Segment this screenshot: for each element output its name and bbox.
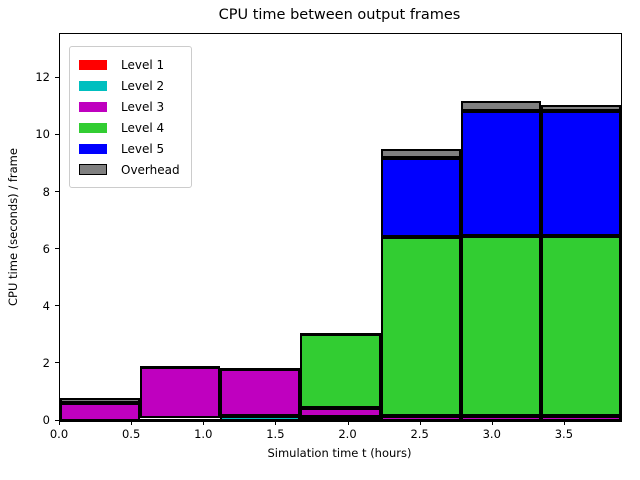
legend-label: Level 2 xyxy=(121,78,165,93)
x-tick-label: 2.0 xyxy=(338,427,357,441)
x-tick-label: 2.5 xyxy=(410,427,429,441)
legend-item-level-5: Level 5 xyxy=(79,138,180,159)
x-tick-mark xyxy=(563,421,565,425)
y-tick-mark xyxy=(55,419,59,421)
bar-segment-level-5-bin5 xyxy=(460,110,541,236)
x-tick-mark xyxy=(59,421,60,425)
x-tick-mark xyxy=(347,421,349,425)
bar-segment-level-2-bin1 xyxy=(140,419,221,421)
bar-segment-overhead-bin1 xyxy=(140,366,221,369)
bar-segment-level-3-bin2 xyxy=(220,369,301,417)
x-tick-label: 3.5 xyxy=(554,427,574,441)
legend-item-overhead: Overhead xyxy=(79,159,180,180)
bar-segment-overhead-bin3 xyxy=(300,332,381,335)
bar-segment-level-4-bin4 xyxy=(380,236,461,417)
y-tick-mark xyxy=(55,191,59,192)
chart-title: CPU time between output frames xyxy=(218,7,461,23)
y-tick-label: 12 xyxy=(35,70,50,85)
legend-label: Overhead xyxy=(121,162,180,177)
y-tick-mark xyxy=(55,76,59,78)
legend: Level 1 Level 2 Level 3 Level 4 Level 5 Overh… xyxy=(69,46,192,188)
bar-segment-overhead-bin0 xyxy=(60,398,141,404)
y-tick-label: 4 xyxy=(42,298,50,313)
bar-segment-overhead-bin4 xyxy=(380,149,461,158)
legend-label: Level 4 xyxy=(121,120,165,135)
x-tick-mark xyxy=(203,421,205,425)
y-tick-label: 2 xyxy=(42,355,50,370)
legend-swatch-level-4-icon xyxy=(79,122,107,133)
y-tick-label: 0 xyxy=(42,413,50,427)
x-tick-mark xyxy=(131,421,133,425)
bar-segment-level-2-bin3 xyxy=(300,417,381,421)
bar-segment-overhead-bin5 xyxy=(460,101,541,111)
plot-area: Level 1 Level 2 Level 3 Level 4 Level 5 Overh… xyxy=(59,33,622,422)
x-tick-mark xyxy=(419,421,421,425)
legend-swatch-level-1-icon xyxy=(79,59,107,70)
y-tick-mark xyxy=(55,133,59,135)
bar-segment-level-5-bin6 xyxy=(540,110,621,236)
bar-segment-level-4-bin6 xyxy=(540,235,621,417)
legend-swatch-level-2-icon xyxy=(79,80,107,91)
y-tick-label: 8 xyxy=(42,184,50,199)
x-tick-label: 0.0 xyxy=(49,427,69,441)
legend-item-level-2: Level 2 xyxy=(79,75,180,96)
bar-segment-level-4-bin3 xyxy=(300,333,381,408)
legend-swatch-level-5-icon xyxy=(79,143,107,154)
bar-segment-level-3-bin1 xyxy=(140,367,221,419)
bar-segment-level-3-bin4 xyxy=(380,416,461,421)
bar-segment-level-3-bin0 xyxy=(60,403,141,421)
bar-segment-level-3-bin5 xyxy=(460,416,541,421)
x-axis-label: Simulation time t (hours) xyxy=(267,446,412,460)
legend-swatch-overhead-icon xyxy=(79,164,107,175)
y-tick-mark xyxy=(55,362,59,364)
legend-label: Level 3 xyxy=(121,99,165,114)
bar-segment-level-3-bin6 xyxy=(540,416,621,421)
y-tick-label: 10 xyxy=(35,127,50,142)
legend-swatch-level-3-icon xyxy=(79,101,107,112)
legend-item-level-4: Level 4 xyxy=(79,117,180,138)
x-tick-mark xyxy=(491,421,493,425)
bar-segment-level-5-bin0 xyxy=(60,402,141,405)
bar-segment-level-3-bin3 xyxy=(300,407,381,418)
bar-segment-overhead-bin2 xyxy=(220,368,301,371)
y-tick-label: 6 xyxy=(42,241,50,256)
x-tick-label: 0.5 xyxy=(121,427,141,441)
y-tick-mark xyxy=(55,305,59,307)
x-tick-label: 1.0 xyxy=(194,427,213,441)
legend-label: Level 5 xyxy=(121,141,165,156)
legend-item-level-3: Level 3 xyxy=(79,96,180,117)
bar-segment-level-4-bin5 xyxy=(460,235,541,417)
x-tick-label: 1.5 xyxy=(266,427,285,441)
y-tick-mark xyxy=(55,248,59,250)
legend-label: Level 1 xyxy=(121,57,165,72)
bar-segment-level-5-bin4 xyxy=(380,157,461,237)
bar-segment-overhead-bin6 xyxy=(540,104,621,111)
x-tick-label: 3.0 xyxy=(482,427,501,441)
x-tick-mark xyxy=(275,421,277,425)
legend-item-level-1: Level 1 xyxy=(79,54,180,75)
bar-segment-level-2-bin2 xyxy=(220,416,301,421)
